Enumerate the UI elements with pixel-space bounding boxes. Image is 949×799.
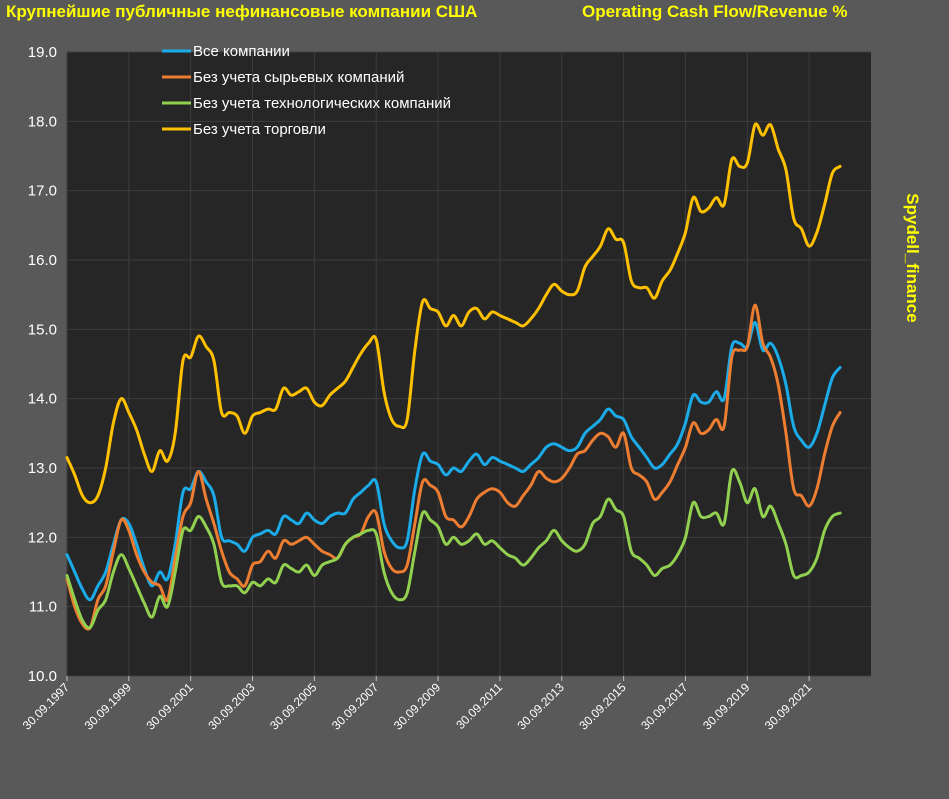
- y-tick-label: 15.0: [28, 321, 57, 338]
- x-tick-label: 30.09.2003: [205, 680, 258, 733]
- x-tick-label: 30.09.1999: [82, 680, 135, 733]
- legend-label-ex-commodities: Без учета сырьевых компаний: [193, 69, 404, 86]
- legend: Все компании Без учета сырьевых компаний Б…: [162, 43, 451, 138]
- metric-label: Operating Cash Flow/Revenue %: [582, 2, 848, 21]
- y-tick-label: 19.0: [28, 44, 57, 61]
- legend-label-all-companies: Все компании: [193, 43, 290, 60]
- series-line-ex-tech: [65, 467, 842, 630]
- x-tick-label: 30.09.2021: [762, 680, 815, 733]
- x-axis-ticks: 30.09.1997 30.09.1999 30.09.2001 30.09.2003…: [20, 676, 815, 733]
- chart-title: Крупнейшие публичные нефинансовые компан…: [6, 2, 478, 21]
- x-tick-label: 30.09.1997: [20, 680, 73, 733]
- y-tick-label: 11.0: [29, 599, 57, 616]
- gridlines: [66, 51, 871, 677]
- legend-label-ex-tech: Без учета технологических компаний: [193, 95, 451, 112]
- x-tick-label: 30.09.2009: [391, 680, 444, 733]
- y-tick-label: 12.0: [28, 529, 57, 546]
- x-tick-label: 30.09.2013: [515, 680, 568, 733]
- x-tick-label: 30.09.2011: [453, 680, 505, 732]
- x-tick-label: 30.09.2019: [700, 680, 753, 733]
- y-tick-label: 16.0: [28, 252, 57, 269]
- x-tick-label: 30.09.2005: [267, 680, 320, 733]
- y-tick-label: 10.0: [28, 668, 57, 685]
- x-tick-label: 30.09.2015: [576, 680, 629, 733]
- legend-label-ex-retail: Без учета торговли: [193, 121, 326, 138]
- series-line-ex-commodities: [65, 303, 842, 631]
- x-tick-label: 30.09.2001: [143, 680, 196, 733]
- y-tick-label: 13.0: [28, 460, 57, 477]
- x-tick-label: 30.09.2017: [638, 680, 691, 733]
- x-tick-label: 30.09.2007: [329, 680, 382, 733]
- series-line-ex-retail: [65, 122, 842, 505]
- plot-area: [67, 52, 871, 676]
- y-axis-ticks: 10.0 11.0 12.0 13.0 14.0 15.0 16.0 17.0 18.0 19.0: [28, 44, 57, 685]
- y-tick-label: 14.0: [28, 391, 57, 408]
- y-tick-label: 17.0: [28, 183, 57, 200]
- y-tick-label: 18.0: [28, 113, 57, 130]
- series-lines: [65, 122, 842, 631]
